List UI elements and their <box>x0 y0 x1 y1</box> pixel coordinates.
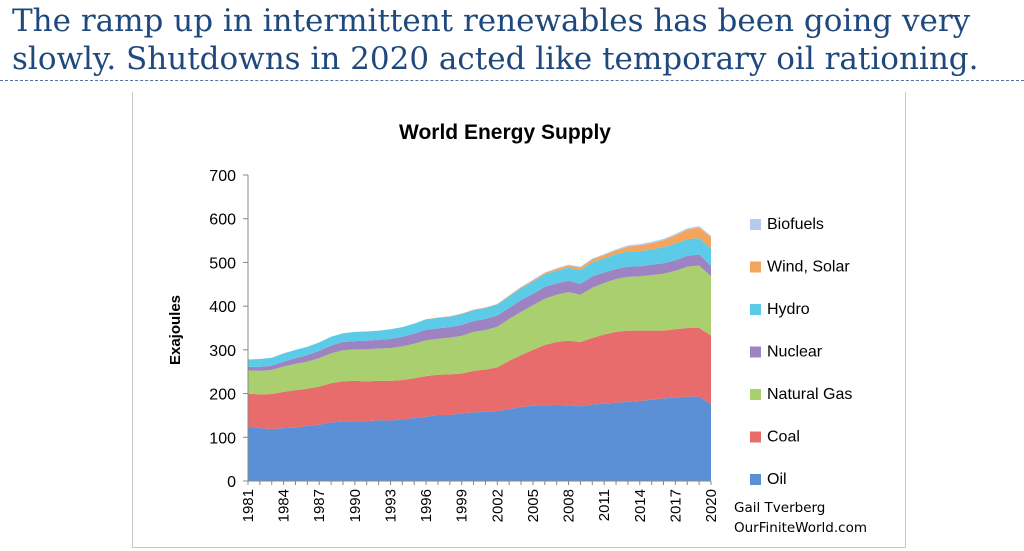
y-tick-label: 200 <box>209 387 236 404</box>
x-tick-label: 2014 <box>632 489 649 522</box>
x-tick-label: 2017 <box>667 489 684 522</box>
x-tick-labels: 1981 1984 1987 1990 1993 1996 1999 2002 2005 2008… <box>240 489 720 522</box>
area-natural-gas <box>248 265 711 395</box>
headline-line-1: The ramp up in intermittent renewables h… <box>12 3 971 39</box>
x-tick-label: 1984 <box>276 489 293 522</box>
credit-site: OurFiniteWorld.com <box>734 520 867 536</box>
x-tick-label: 2008 <box>561 489 578 522</box>
legend-label-coal: Coal <box>767 429 800 446</box>
legend-label-biofuels: Biofuels <box>767 216 824 233</box>
x-tick-label: 2020 <box>703 489 720 522</box>
x-tick-label: 1990 <box>347 489 364 522</box>
x-tick-label: 2005 <box>525 489 542 522</box>
legend-swatch-natural-gas <box>750 389 761 400</box>
headline: The ramp up in intermittent renewables h… <box>12 2 1016 78</box>
x-tick-label: 1996 <box>418 489 435 522</box>
dashed-divider <box>0 80 1024 81</box>
legend-label-natural-gas: Natural Gas <box>767 386 852 403</box>
y-tick-label: 500 <box>209 255 236 272</box>
y-tick-label: 100 <box>209 430 236 447</box>
area-nuclear <box>248 254 711 371</box>
legend-swatch-coal <box>750 431 761 443</box>
legend-label-oil: Oil <box>767 471 787 488</box>
y-tick-label: 700 <box>209 168 236 185</box>
headline-line-2: slowly. Shutdowns in 2020 acted like tem… <box>12 41 979 77</box>
area-hydro <box>248 237 711 367</box>
area-wind-solar <box>248 227 711 360</box>
y-tick-label: 400 <box>209 299 236 316</box>
chart-legend: Biofuels Wind, Solar Hydro Nuclear Natural G… <box>750 216 852 488</box>
credit-author: Gail Tverberg <box>734 500 826 516</box>
legend-swatch-wind-solar <box>750 261 761 273</box>
x-tick-label: 1993 <box>382 489 399 522</box>
legend-swatch-oil <box>750 474 761 485</box>
y-tick-label: 0 <box>227 474 236 491</box>
y-tick-label: 300 <box>209 343 236 360</box>
chart-title: World Energy Supply <box>399 121 611 144</box>
area-series-group <box>248 226 711 481</box>
x-tick-label: 1999 <box>454 489 471 522</box>
area-biofuels <box>248 226 711 360</box>
credit-block: Gail Tverberg OurFiniteWorld.com <box>734 498 867 538</box>
x-tick-label: 2011 <box>596 489 613 521</box>
legend-swatch-nuclear <box>750 346 761 358</box>
axes-group <box>243 174 712 485</box>
x-tick-label: 1987 <box>311 489 328 522</box>
legend-label-nuclear: Nuclear <box>767 344 823 361</box>
legend-label-wind-solar: Wind, Solar <box>767 259 850 276</box>
area-coal <box>248 328 711 429</box>
y-tick-labels: 0 100 200 300 400 500 600 700 <box>209 168 236 491</box>
x-tick-label: 2002 <box>489 489 506 522</box>
y-axis-label: Exajoules <box>167 295 184 365</box>
area-oil <box>248 396 711 481</box>
legend-swatch-biofuels <box>750 219 761 230</box>
y-tick-label: 600 <box>209 212 236 229</box>
legend-swatch-hydro <box>750 304 761 315</box>
x-tick-label: 1981 <box>240 489 257 522</box>
legend-label-hydro: Hydro <box>767 301 810 318</box>
